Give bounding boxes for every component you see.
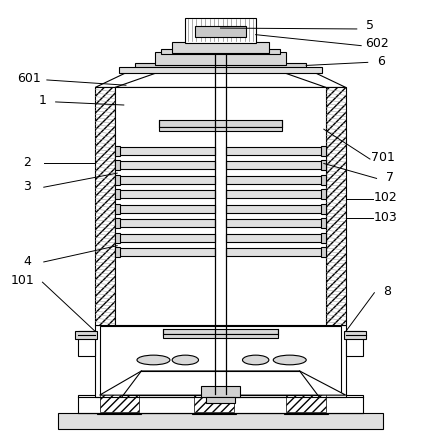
Bar (100, 394, 139, 412)
Bar (58, 413, 383, 429)
Text: 6: 6 (377, 54, 385, 67)
Bar (135, 63, 306, 72)
Bar (163, 334, 278, 338)
Bar (321, 175, 326, 185)
Polygon shape (100, 371, 346, 395)
Text: 601: 601 (17, 72, 41, 85)
Bar (120, 67, 321, 74)
Bar (346, 331, 363, 356)
Bar (78, 331, 95, 356)
Bar (163, 329, 278, 334)
Bar (159, 120, 282, 127)
Bar (226, 176, 324, 184)
Bar (117, 161, 215, 169)
Polygon shape (95, 66, 346, 87)
Text: 101: 101 (11, 274, 34, 288)
Bar (226, 190, 324, 198)
Text: 103: 103 (374, 210, 397, 224)
Bar (115, 233, 120, 243)
Bar (226, 219, 324, 227)
Text: 4: 4 (23, 255, 31, 268)
Bar (97, 395, 142, 414)
Bar (226, 205, 324, 213)
Bar (95, 325, 346, 397)
Bar (117, 219, 215, 227)
Ellipse shape (273, 355, 306, 365)
Text: 7: 7 (386, 171, 394, 184)
Bar (117, 190, 215, 198)
Bar (159, 127, 282, 131)
Bar (321, 204, 326, 214)
Bar (284, 395, 328, 414)
Bar (321, 218, 326, 228)
Bar (115, 175, 120, 185)
Text: 102: 102 (374, 191, 397, 204)
Text: 602: 602 (365, 37, 389, 50)
Bar (321, 248, 326, 257)
Bar (194, 394, 234, 412)
Text: 5: 5 (366, 19, 374, 32)
Ellipse shape (172, 355, 198, 365)
Text: 701: 701 (371, 151, 395, 164)
Bar (78, 395, 363, 413)
Bar (172, 42, 269, 53)
Bar (115, 146, 120, 155)
Text: 8: 8 (384, 285, 392, 298)
Bar (161, 49, 280, 54)
Bar (321, 233, 326, 243)
Bar (115, 190, 120, 199)
Bar (117, 176, 215, 184)
Bar (344, 330, 366, 339)
Text: 1: 1 (38, 94, 46, 107)
Bar (115, 160, 120, 170)
Polygon shape (115, 72, 326, 87)
Bar (287, 394, 326, 412)
Text: 3: 3 (23, 180, 31, 193)
Bar (100, 326, 341, 394)
Bar (321, 190, 326, 199)
Bar (117, 234, 215, 242)
Bar (154, 52, 287, 66)
Ellipse shape (137, 355, 170, 365)
Bar (115, 204, 120, 214)
Bar (226, 234, 324, 242)
Bar (326, 87, 346, 325)
Bar (201, 386, 240, 397)
Text: 2: 2 (23, 155, 31, 169)
Ellipse shape (243, 355, 269, 365)
Bar (117, 205, 215, 213)
Bar (195, 26, 246, 37)
Bar (192, 395, 236, 414)
Bar (226, 161, 324, 169)
Bar (115, 218, 120, 228)
Bar (321, 146, 326, 155)
Bar (115, 248, 120, 257)
Bar (226, 147, 324, 155)
Bar (185, 19, 256, 43)
Bar (117, 249, 215, 256)
Bar (95, 87, 115, 325)
Bar (117, 147, 215, 155)
Bar (226, 249, 324, 256)
Bar (115, 87, 326, 325)
Bar (206, 397, 235, 404)
Bar (75, 330, 97, 339)
Bar (321, 160, 326, 170)
